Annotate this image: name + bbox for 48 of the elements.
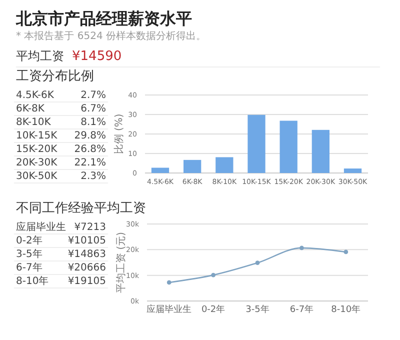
text: 29.8% — [74, 130, 106, 142]
text: ¥19105 — [68, 276, 106, 287]
text: 北京市产品经理薪资水平 — [15, 9, 192, 28]
bar — [216, 157, 234, 173]
bar — [312, 130, 330, 173]
point — [255, 260, 260, 266]
text: 3-5年 — [16, 248, 42, 260]
text: 8.1% — [80, 117, 106, 128]
text: 6K-8K — [16, 104, 45, 114]
text: 22.1% — [74, 158, 106, 168]
text: 不同工作经验平均工资 — [16, 201, 146, 216]
text: 6.7% — [80, 104, 106, 114]
text: 0-2年 — [16, 234, 42, 246]
bar — [151, 168, 170, 173]
y-axis-title: 比例 (%) — [113, 114, 125, 154]
text: 10K-15K — [16, 130, 58, 142]
x-tick-label: 3-5年 — [246, 304, 270, 315]
text: ¥7213 — [74, 222, 106, 233]
text: 6-7年 — [16, 262, 42, 274]
x-tick-label: 8-10年 — [331, 304, 361, 315]
x-tick-label: 应届毕业生 — [146, 304, 192, 315]
text: 8-10年 — [16, 275, 49, 287]
y-axis-title: 平均工资 (元) — [115, 232, 127, 293]
text: 平均工资 — [16, 49, 64, 63]
point — [211, 272, 216, 278]
bar — [280, 120, 298, 173]
text: 2.3% — [80, 171, 106, 182]
point — [300, 246, 304, 250]
text: ¥20666 — [68, 262, 106, 274]
point — [166, 280, 172, 285]
x-tick-label: 6-7年 — [290, 304, 314, 315]
text: * 本报告基于 6524 份样本数据分析得出。 — [16, 30, 206, 42]
text: 8K-10K — [16, 117, 52, 128]
text: 15K-20K — [16, 144, 58, 155]
point — [344, 250, 348, 254]
text: 2.7% — [80, 90, 106, 101]
text: 20K-30K — [16, 158, 58, 168]
text: 4.5K-6K — [16, 90, 54, 101]
text: ¥10105 — [68, 236, 106, 246]
text: 工资分布比例 — [16, 69, 94, 84]
text: 应届毕业生 — [16, 221, 66, 233]
text: ¥14863 — [68, 249, 106, 260]
text: ¥14590 — [72, 49, 122, 64]
bar — [184, 160, 202, 173]
bar — [344, 168, 362, 173]
x-tick-label: 0-2年 — [201, 304, 226, 315]
bar — [248, 114, 266, 173]
text: 26.8% — [74, 144, 106, 155]
